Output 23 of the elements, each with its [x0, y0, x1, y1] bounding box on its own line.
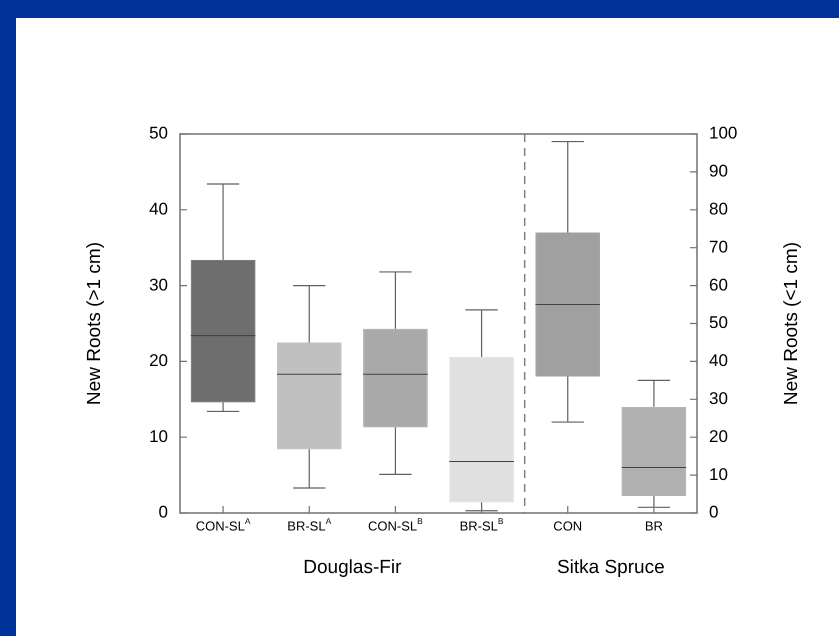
y-tick-label: 20 [149, 351, 168, 370]
y2-tick-label: 90 [709, 162, 728, 181]
y2-tick-label: 10 [709, 464, 728, 484]
y2-tick-label: 80 [709, 199, 728, 218]
y2-tick-label: 70 [709, 237, 728, 256]
y2-tick-label: 50 [709, 313, 728, 332]
x-tick-label: BR [644, 518, 663, 534]
y2-tick-label: 100 [709, 124, 738, 143]
y2-tick-label: 30 [709, 388, 728, 408]
y-tick-label: 40 [149, 199, 168, 218]
y-tick-label: 0 [158, 502, 168, 522]
y2-tick-label: 0 [709, 502, 718, 522]
text: Sitka Spruce [556, 557, 665, 578]
y2-tick-label: 20 [709, 426, 728, 446]
y-tick-label: 50 [149, 124, 168, 143]
y-tick-label: 10 [149, 426, 168, 446]
text: Douglas-Fir [303, 557, 402, 578]
x-tick-label: CON [553, 518, 582, 534]
y2-axis-title: New Roots (<1 cm) [781, 242, 802, 406]
y-axis-title: New Roots (>1 cm) [84, 242, 106, 406]
y-tick-label: 30 [149, 275, 168, 294]
y2-tick-label: 60 [709, 275, 728, 294]
y2-tick-label: 40 [709, 351, 728, 370]
